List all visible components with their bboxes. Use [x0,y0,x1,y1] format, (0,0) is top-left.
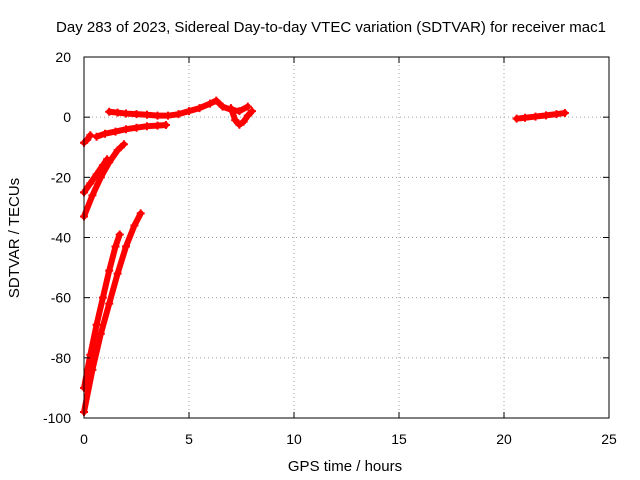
data-point [143,110,151,119]
data-point [88,191,97,200]
data-point [512,114,521,123]
data-point [86,131,95,140]
data-point [235,120,244,129]
series-track-4 [227,104,256,129]
series-track-2 [92,120,170,141]
series-track [81,231,123,391]
data-point [105,107,114,116]
data-point [248,107,256,116]
data-point [105,158,114,167]
y-axis-label: SDTVAR / TECUs [6,178,23,298]
data-point [153,111,162,120]
data-point [113,108,122,117]
data-point [243,102,252,111]
x-tick-label: 15 [391,431,407,447]
data-point [153,121,162,130]
data-point [174,110,183,119]
data-point [235,107,244,116]
data-point [164,111,172,120]
x-tick-label: 10 [286,431,302,447]
data-point [88,365,97,374]
data-point [105,266,114,275]
data-point [111,127,120,136]
data-point [101,129,109,138]
data-points [80,96,569,416]
data-point [161,120,170,129]
data-point [122,242,130,251]
chart-title: Day 283 of 2023, Sidereal Day-to-day VTE… [56,19,606,36]
series-track [81,141,127,220]
data-point [130,221,139,230]
data-point [231,116,240,125]
data-point [132,110,141,119]
data-point [212,96,221,105]
data-point [92,320,101,329]
y-tick-label: 20 [55,49,71,65]
y-tick-label: -60 [51,290,71,306]
data-point [531,112,540,121]
series-track-1 [80,131,95,147]
data-point [98,293,107,302]
data-point [552,110,561,119]
data-point [119,140,128,149]
series-track-6 [80,140,128,221]
data-point [195,104,204,113]
x-tick-label: 0 [80,431,88,447]
data-point [96,329,105,338]
data-point [136,209,145,218]
x-tick-label: 20 [496,431,512,447]
data-point [92,132,101,141]
series-track [106,97,251,119]
data-point [521,113,529,122]
data-point [113,269,122,278]
data-point [96,173,105,182]
series-track-9 [512,108,569,123]
y-tick-label: 0 [63,109,71,125]
y-tick-label: -40 [51,230,71,246]
x-axis-label: GPS time / hours [288,458,402,475]
data-point [243,111,252,120]
data-point [105,299,114,308]
data-point [185,107,193,116]
plot-frame [83,56,610,419]
data-point [122,109,130,118]
data-point [86,179,95,188]
grid-lines [84,57,609,418]
y-tick-label: -80 [51,350,71,366]
y-tick-label: -20 [51,169,71,185]
data-point [113,146,122,155]
series-track [81,210,144,415]
data-point [560,108,569,117]
data-point [115,230,124,239]
series-track [93,121,169,140]
data-point [206,99,214,108]
series-track-3 [105,96,252,120]
data-point [143,122,151,131]
axis-ticks: 0 5 10 15 20 25 -100 -80 -60 -40 -20 0 20 [43,49,617,447]
y-tick-label: -100 [43,410,71,426]
x-tick-label: 5 [185,431,193,447]
data-point [111,242,120,251]
data-point [122,125,130,134]
data-point [132,123,141,132]
data-point [542,111,550,120]
x-tick-label: 25 [601,431,617,447]
series-track-8 [80,209,145,416]
data-point [239,117,248,126]
data-point [218,102,227,111]
series-track-7 [80,230,124,392]
data-point [227,104,235,113]
